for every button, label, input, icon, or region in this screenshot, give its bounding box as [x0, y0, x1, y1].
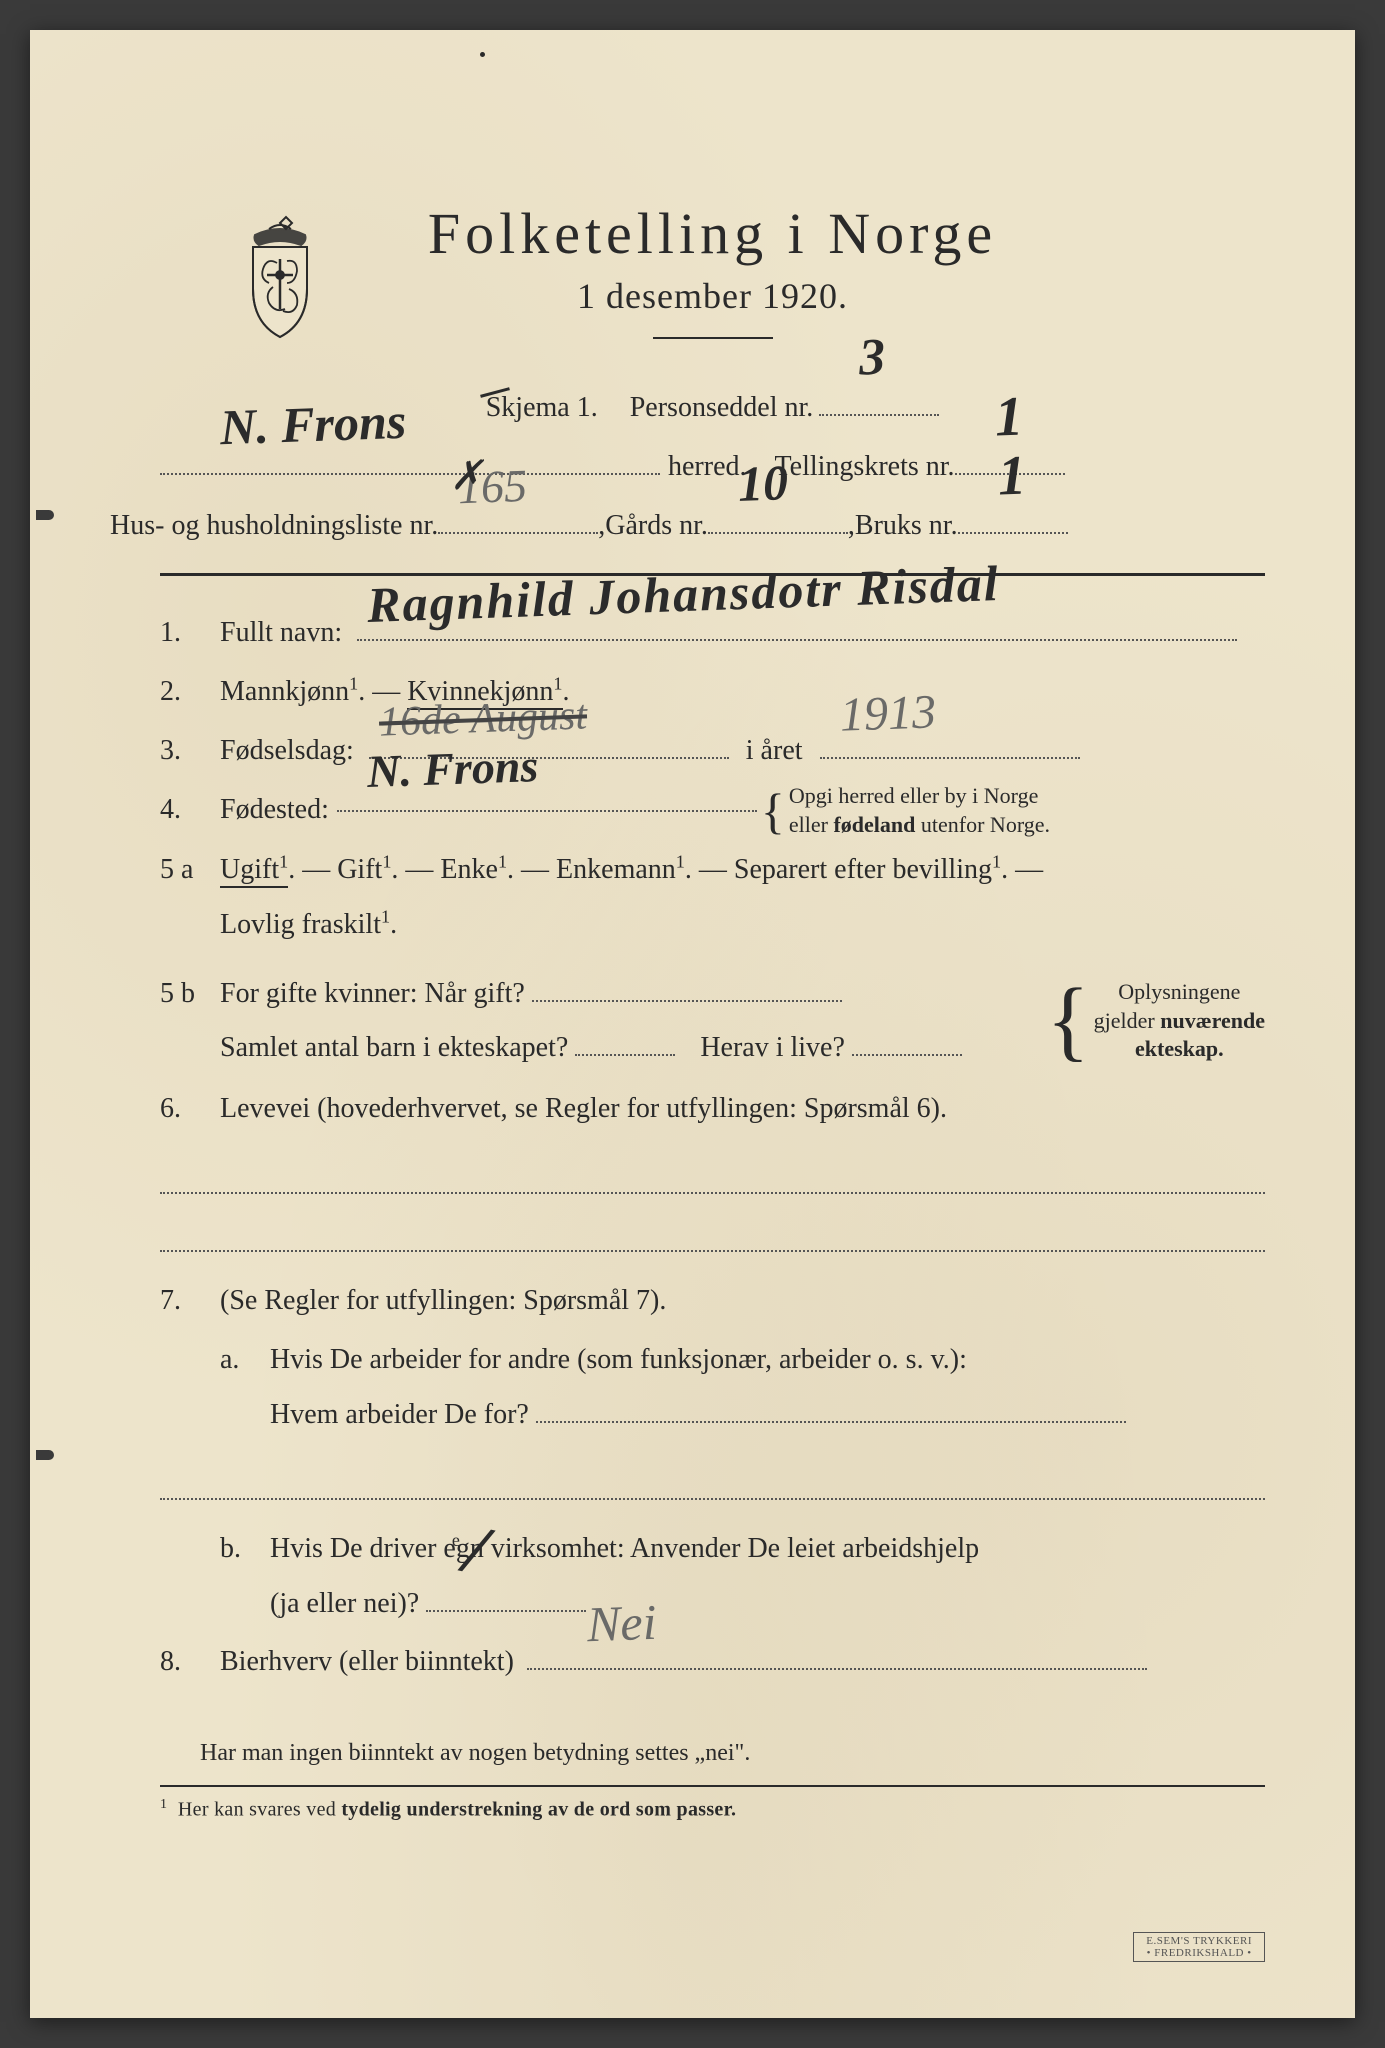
printer-stamp: E.SEM'S TRYKKERI • FREDRIKSHALD •	[1133, 1932, 1265, 1962]
form-header: Folketelling i Norge 1 desember 1920.	[160, 200, 1265, 339]
q1-num: 1.	[160, 606, 220, 661]
q7a-text2: Hvem arbeider De for?	[270, 1399, 529, 1430]
q6-row: 6. Levevei (hovederhvervet, se Regler fo…	[160, 1082, 1265, 1137]
q7a-text1: Hvis De arbeider for andre (som funksjon…	[270, 1344, 967, 1375]
q3-year: 1913	[838, 665, 937, 762]
q6-label: Levevei (hovederhvervet, se Regler for u…	[220, 1093, 947, 1124]
binding-hole	[36, 1450, 54, 1460]
form-title: Folketelling i Norge	[160, 200, 1265, 267]
q5b-num: 5 b	[160, 967, 220, 1022]
q5a-ugift: Ugift1	[220, 854, 288, 888]
herred-value: N. Frons	[218, 369, 408, 480]
personseddel-label: Personseddel nr.	[630, 379, 814, 438]
q5a-enke: Enke1.	[440, 854, 514, 885]
blank-line	[160, 1158, 1265, 1194]
footer-note: Har man ingen biinntekt av nogen betydni…	[200, 1740, 1265, 1767]
q7-row: 7. (Se Regler for utfyllingen: Spørsmål …	[160, 1274, 1265, 1329]
q8-label: Bierhverv (eller biinntekt)	[220, 1646, 514, 1677]
q5b-label3: Herav i live?	[700, 1032, 845, 1063]
q5b-label2: Samlet antal barn i ekteskapet?	[220, 1032, 568, 1063]
q5b-label1: For gifte kvinner: Når gift?	[220, 978, 525, 1009]
q7a-num: a.	[220, 1333, 270, 1388]
q7-label: (Se Regler for utfyllingen: Spørsmål 7).	[220, 1285, 666, 1316]
q5a-gift: Gift1.	[337, 854, 398, 885]
q2-num: 2.	[160, 665, 220, 720]
q5a-separert: Separert efter bevilling1.	[734, 854, 1008, 885]
skjema-label: Skjema 1.	[486, 379, 598, 438]
q4-note: Opgi herred eller by i Norge eller fødel…	[789, 782, 1050, 839]
brace-icon: {	[1046, 994, 1089, 1048]
form-date: 1 desember 1920.	[160, 275, 1265, 317]
husliste-nr: ✗165	[457, 438, 529, 537]
q6-num: 6.	[160, 1082, 220, 1137]
blank-line	[160, 1216, 1265, 1252]
husliste-label: Hus- og husholdningsliste nr.	[110, 497, 438, 556]
gards-nr: 10	[736, 430, 790, 537]
q8-value: Nei	[585, 1574, 658, 1674]
personseddel-nr: 3	[857, 302, 887, 412]
divider	[653, 337, 773, 339]
blank-line	[160, 1464, 1265, 1500]
q7a-row: a. Hvis De arbeider for andre (som funks…	[220, 1333, 1265, 1442]
q5a-num: 5 a	[160, 843, 220, 898]
q3-aret: i året	[746, 735, 803, 766]
q4-num: 4.	[160, 783, 220, 838]
q1-label: Fullt navn:	[220, 617, 342, 648]
paper-speck	[480, 52, 485, 57]
tellingskrets-label: Tellingskrets nr.	[775, 438, 955, 497]
q4-row: 4. Fødested: N. Frons { Opgi herred elle…	[160, 782, 1265, 839]
q7-num: 7.	[160, 1274, 220, 1329]
q3-num: 3.	[160, 724, 220, 779]
bruks-nr: 1	[996, 418, 1028, 536]
row-herred: N. Frons herred. Tellingskrets nr. 1	[160, 438, 1265, 497]
q2-mann: Mannkjønn1.	[220, 676, 365, 707]
q3-label: Fødselsdag:	[220, 735, 354, 766]
q4-value: N. Frons	[365, 721, 539, 817]
q2-row: 2. Mannkjønn1. — Kvinnekjønn1.	[160, 665, 1265, 720]
census-form-page: Folketelling i Norge 1 desember 1920. Sk…	[30, 30, 1355, 2018]
q5a-enkemann: Enkemann1.	[556, 854, 692, 885]
q5a-row: 5 a Ugift1. — Gift1. — Enke1. — Enkemann…	[160, 843, 1265, 952]
q7b-text1: Hvis De driver egen virksomhet: Anvender…	[270, 1533, 979, 1564]
q4-label: Fødested:	[220, 783, 329, 838]
q1-row: 1. Fullt navn: Ragnhild Johansdotr Risda…	[160, 606, 1265, 661]
footnote: 1 Her kan svares ved tydelig understrekn…	[160, 1797, 1265, 1822]
q3-row: 3. Fødselsdag: 16de August i året 1913	[160, 724, 1265, 779]
brace-icon: {	[761, 796, 785, 826]
q7b-num: b.	[220, 1522, 270, 1577]
q5b-note: Oplysningene gjelder nuværende ekteskap.	[1094, 978, 1265, 1064]
binding-hole	[36, 510, 54, 520]
q7b-row: b. Hvis De driver egen virksomhet: Anven…	[220, 1522, 1265, 1631]
q8-num: 8.	[160, 1635, 220, 1690]
coat-of-arms-icon	[235, 215, 325, 345]
q5a-fraskilt: Lovlig fraskilt1.	[220, 909, 397, 940]
q8-row: 8. Bierhverv (eller biinntekt) Nei	[160, 1635, 1265, 1690]
q5b-row: 5 b For gifte kvinner: Når gift? Samlet …	[160, 967, 1265, 1076]
q1-value: Ragnhild Johansdotr Risdal	[366, 535, 1002, 655]
footer-rule	[160, 1785, 1265, 1787]
q7b-text2: (ja eller nei)?	[270, 1588, 419, 1619]
herred-label: herred.	[668, 438, 747, 497]
